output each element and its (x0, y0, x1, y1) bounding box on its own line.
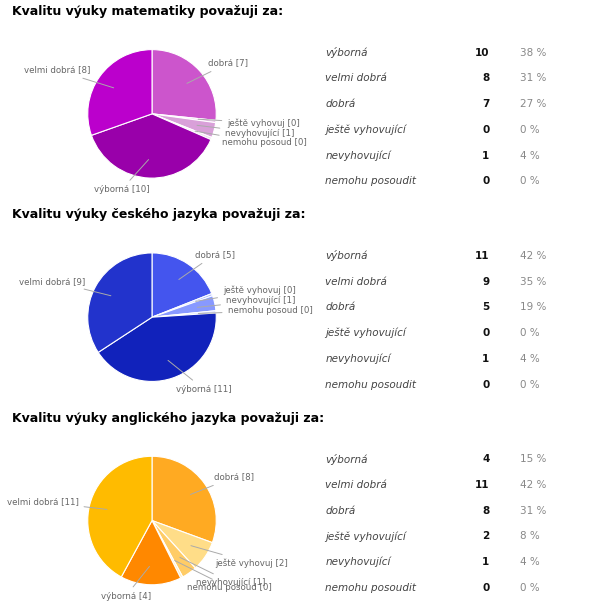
Text: 11: 11 (475, 480, 489, 490)
Wedge shape (88, 456, 152, 577)
Text: 0: 0 (482, 328, 489, 338)
Wedge shape (152, 520, 212, 568)
Text: 4 %: 4 % (520, 151, 539, 160)
Text: velmi dobrá: velmi dobrá (325, 480, 387, 490)
Wedge shape (152, 293, 213, 317)
Text: nemohu posoud [0]: nemohu posoud [0] (195, 131, 307, 148)
Text: 1: 1 (482, 354, 489, 364)
Text: výborná [10]: výborná [10] (94, 160, 150, 194)
Text: 10: 10 (475, 48, 489, 57)
Text: 11: 11 (475, 251, 489, 261)
Wedge shape (88, 253, 152, 353)
Text: 0 %: 0 % (520, 583, 539, 593)
Text: 0 %: 0 % (520, 176, 539, 186)
Wedge shape (152, 114, 216, 123)
Wedge shape (91, 114, 211, 178)
Text: výborná [4]: výborná [4] (100, 567, 151, 601)
Text: velmi dobrá [11]: velmi dobrá [11] (7, 497, 107, 509)
Text: výborná: výborná (325, 250, 368, 261)
Text: 38 %: 38 % (520, 48, 546, 57)
Text: 2: 2 (482, 531, 489, 542)
Text: nevyhovující: nevyhovující (325, 354, 391, 364)
Text: 0 %: 0 % (520, 125, 539, 135)
Text: výborná: výborná (325, 47, 368, 58)
Text: 8 %: 8 % (520, 531, 539, 542)
Text: 0 %: 0 % (520, 328, 539, 338)
Text: velmi dobrá [8]: velmi dobrá [8] (24, 66, 114, 88)
Wedge shape (152, 296, 216, 317)
Wedge shape (152, 310, 216, 317)
Text: nemohu posoudit: nemohu posoudit (325, 583, 416, 593)
Text: 8: 8 (482, 73, 489, 84)
Text: Kvalitu výuky českého jazyka považuji za:: Kvalitu výuky českého jazyka považuji za… (12, 208, 306, 221)
Text: dobrá [7]: dobrá [7] (187, 59, 248, 84)
Wedge shape (152, 520, 183, 578)
Text: dobrá: dobrá (325, 506, 356, 515)
Text: nemohu posoud [0]: nemohu posoud [0] (174, 561, 272, 592)
Wedge shape (152, 114, 216, 137)
Wedge shape (152, 114, 212, 140)
Wedge shape (152, 456, 216, 543)
Text: 4: 4 (482, 454, 489, 464)
Text: 9: 9 (482, 276, 489, 287)
Text: dobrá: dobrá (325, 99, 356, 109)
Wedge shape (152, 253, 212, 317)
Text: ještě vyhovující: ještě vyhovující (325, 531, 406, 542)
Text: ještě vyhovuj [0]: ještě vyhovuj [0] (198, 118, 300, 127)
Wedge shape (152, 49, 216, 120)
Text: 0: 0 (482, 583, 489, 593)
Text: 4 %: 4 % (520, 557, 539, 567)
Text: 19 %: 19 % (520, 303, 546, 312)
Text: 27 %: 27 % (520, 99, 546, 109)
Text: 42 %: 42 % (520, 251, 546, 261)
Wedge shape (88, 49, 152, 135)
Text: výborná: výborná (325, 454, 368, 465)
Text: 4 %: 4 % (520, 354, 539, 364)
Text: nevyhovující: nevyhovující (325, 150, 391, 161)
Text: 42 %: 42 % (520, 480, 546, 490)
Text: Kvalitu výuky matematiky považuji za:: Kvalitu výuky matematiky považuji za: (12, 5, 283, 18)
Text: Kvalitu výuky anglického jazyka považuji za:: Kvalitu výuky anglického jazyka považuji… (12, 412, 324, 425)
Text: nevyhovující [1]: nevyhovující [1] (197, 125, 295, 138)
Text: velmi dobrá: velmi dobrá (325, 276, 387, 287)
Text: nemohu posoud [0]: nemohu posoud [0] (198, 306, 313, 315)
Wedge shape (121, 520, 181, 585)
Text: ještě vyhovující: ještě vyhovující (325, 328, 406, 339)
Text: 1: 1 (482, 151, 489, 160)
Text: 15 %: 15 % (520, 454, 546, 464)
Text: 1: 1 (482, 557, 489, 567)
Text: 31 %: 31 % (520, 73, 546, 84)
Text: 0 %: 0 % (520, 379, 539, 390)
Text: 0: 0 (482, 379, 489, 390)
Text: dobrá [5]: dobrá [5] (179, 250, 235, 279)
Text: 8: 8 (482, 506, 489, 515)
Text: nevyhovující [1]: nevyhovující [1] (180, 558, 265, 587)
Text: nevyhovující: nevyhovující (325, 557, 391, 567)
Text: nevyhovující [1]: nevyhovující [1] (198, 296, 295, 307)
Text: ještě vyhovuj [2]: ještě vyhovuj [2] (191, 546, 288, 567)
Text: ještě vyhovuj [0]: ještě vyhovuj [0] (196, 286, 295, 301)
Text: dobrá: dobrá (325, 303, 356, 312)
Text: dobrá [8]: dobrá [8] (190, 473, 254, 495)
Text: 35 %: 35 % (520, 276, 546, 287)
Wedge shape (152, 520, 195, 577)
Text: 5: 5 (482, 303, 489, 312)
Wedge shape (98, 313, 216, 381)
Text: výborná [11]: výborná [11] (168, 361, 232, 393)
Text: velmi dobrá: velmi dobrá (325, 73, 387, 84)
Text: 0: 0 (482, 125, 489, 135)
Text: ještě vyhovující: ještě vyhovující (325, 124, 406, 135)
Text: nemohu posoudit: nemohu posoudit (325, 379, 416, 390)
Text: velmi dobrá [9]: velmi dobrá [9] (19, 277, 111, 296)
Text: 31 %: 31 % (520, 506, 546, 515)
Text: 0: 0 (482, 176, 489, 186)
Text: nemohu posoudit: nemohu posoudit (325, 176, 416, 186)
Text: 7: 7 (482, 99, 489, 109)
